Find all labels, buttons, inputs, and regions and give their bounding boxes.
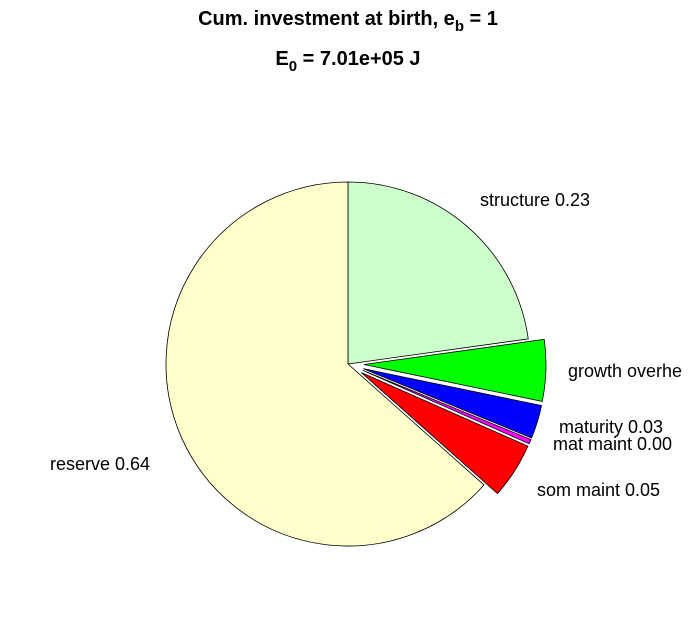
slice-label: mat maint 0.00 — [553, 434, 672, 454]
pie-slice — [363, 338, 547, 402]
pie-slice — [347, 181, 529, 365]
slice-label: structure 0.23 — [480, 190, 590, 210]
pie-slice — [165, 181, 485, 547]
pie-slice — [362, 369, 532, 445]
subtitle-rest: = 7.01e+05 J — [297, 48, 420, 70]
slice-label: reserve 0.64 — [50, 454, 150, 474]
slice-label: growth overhe — [568, 361, 682, 381]
subtitle-text: E — [275, 48, 288, 70]
subtitle-sub: 0 — [289, 58, 297, 75]
pie-slice — [363, 368, 542, 439]
title-sub: b — [455, 18, 464, 35]
title-rest: = 1 — [464, 8, 498, 30]
title-text: Cum. investment at birth, e — [198, 8, 455, 30]
slice-label: maturity 0.03 — [559, 417, 663, 437]
pie-slice — [361, 372, 529, 495]
chart-title: Cum. investment at birth, eb = 1 — [198, 8, 498, 35]
chart-subtitle: E0 = 7.01e+05 J — [275, 48, 420, 75]
slice-label: som maint 0.05 — [537, 480, 660, 500]
